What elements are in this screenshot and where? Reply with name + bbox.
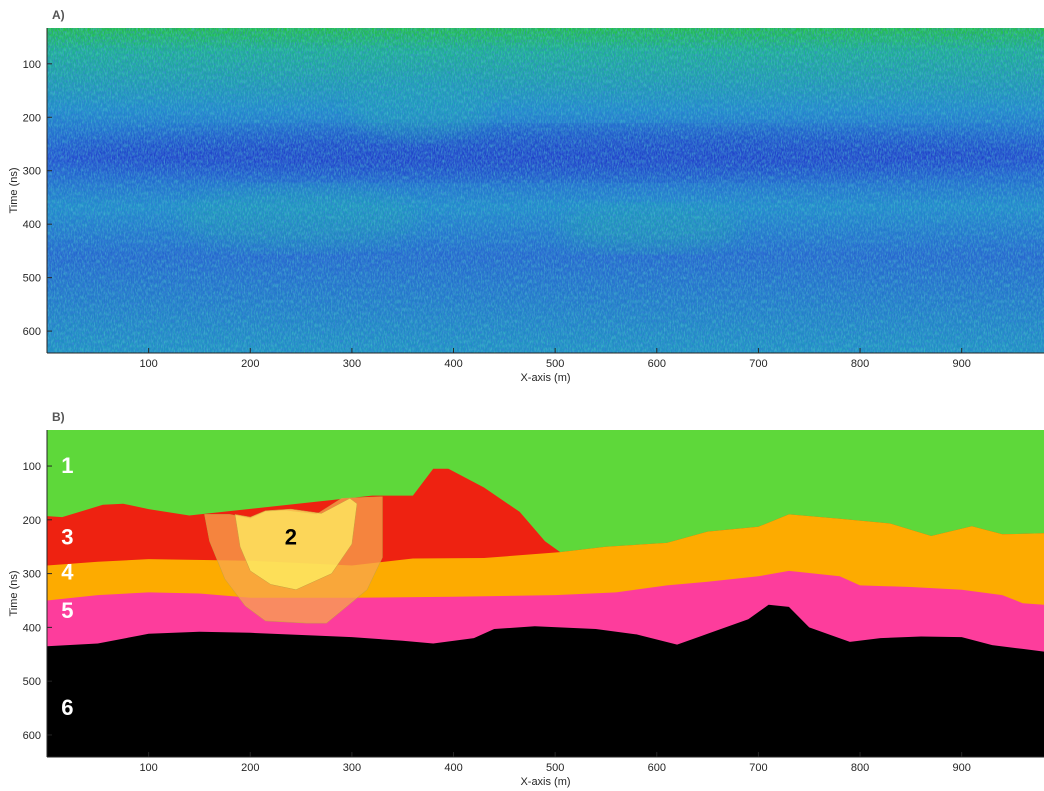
radargram [47,28,1044,353]
y-tick-label: 600 [23,730,41,742]
y-tick-label: 200 [23,515,41,527]
x-tick-label: 500 [546,358,564,370]
y-tick-label: 100 [23,59,41,71]
y-tick-label: 300 [23,569,41,581]
y-tick-label: 100 [23,461,41,473]
x-tick-label: 600 [648,762,666,774]
panels: A) 100 200 300 400 500 600 700 800 900 100 200 300 40… [8,8,1044,788]
x-tick-label: 300 [343,358,361,370]
x-tick-label: 400 [444,762,462,774]
x-tick-label: 900 [952,358,970,370]
x-tick-label: 800 [851,358,869,370]
x-tick-label: 700 [749,762,767,774]
x-tick-label: 100 [139,358,157,370]
figure: A) 100 200 300 400 500 600 700 800 900 100 200 300 40… [0,0,1044,791]
x-tick-label: 300 [343,762,361,774]
layer-label: 2 [285,525,297,550]
y-axis-label: Time (ns) [8,167,20,213]
panel-label: A) [52,8,65,22]
x-tick-label: 500 [546,762,564,774]
y-tick-label: 500 [23,676,41,688]
x-tick-label: 200 [241,762,259,774]
x-tick-label: 600 [648,358,666,370]
y-tick-label: 400 [23,219,41,231]
layer-label: 1 [61,453,73,478]
x-tick-label: 900 [952,762,970,774]
y-tick-label: 600 [23,326,41,338]
radargram-noise [47,28,1044,353]
x-tick-label: 800 [851,762,869,774]
x-axis-label: X-axis (m) [520,372,570,384]
layer-label: 5 [61,598,73,623]
layer-label: 4 [61,560,74,585]
y-tick-label: 500 [23,273,41,285]
y-tick-label: 400 [23,622,41,634]
y-axis-label: Time (ns) [8,570,20,616]
x-tick-label: 400 [444,358,462,370]
y-tick-label: 200 [23,112,41,124]
x-axis-label: X-axis (m) [520,776,570,788]
x-tick-label: 200 [241,358,259,370]
y-tick-label: 300 [23,166,41,178]
x-tick-label: 100 [139,762,157,774]
panel-label: B) [52,410,65,424]
x-tick-label: 700 [749,358,767,370]
layer-label: 3 [61,525,73,550]
layer-label: 6 [61,695,73,720]
